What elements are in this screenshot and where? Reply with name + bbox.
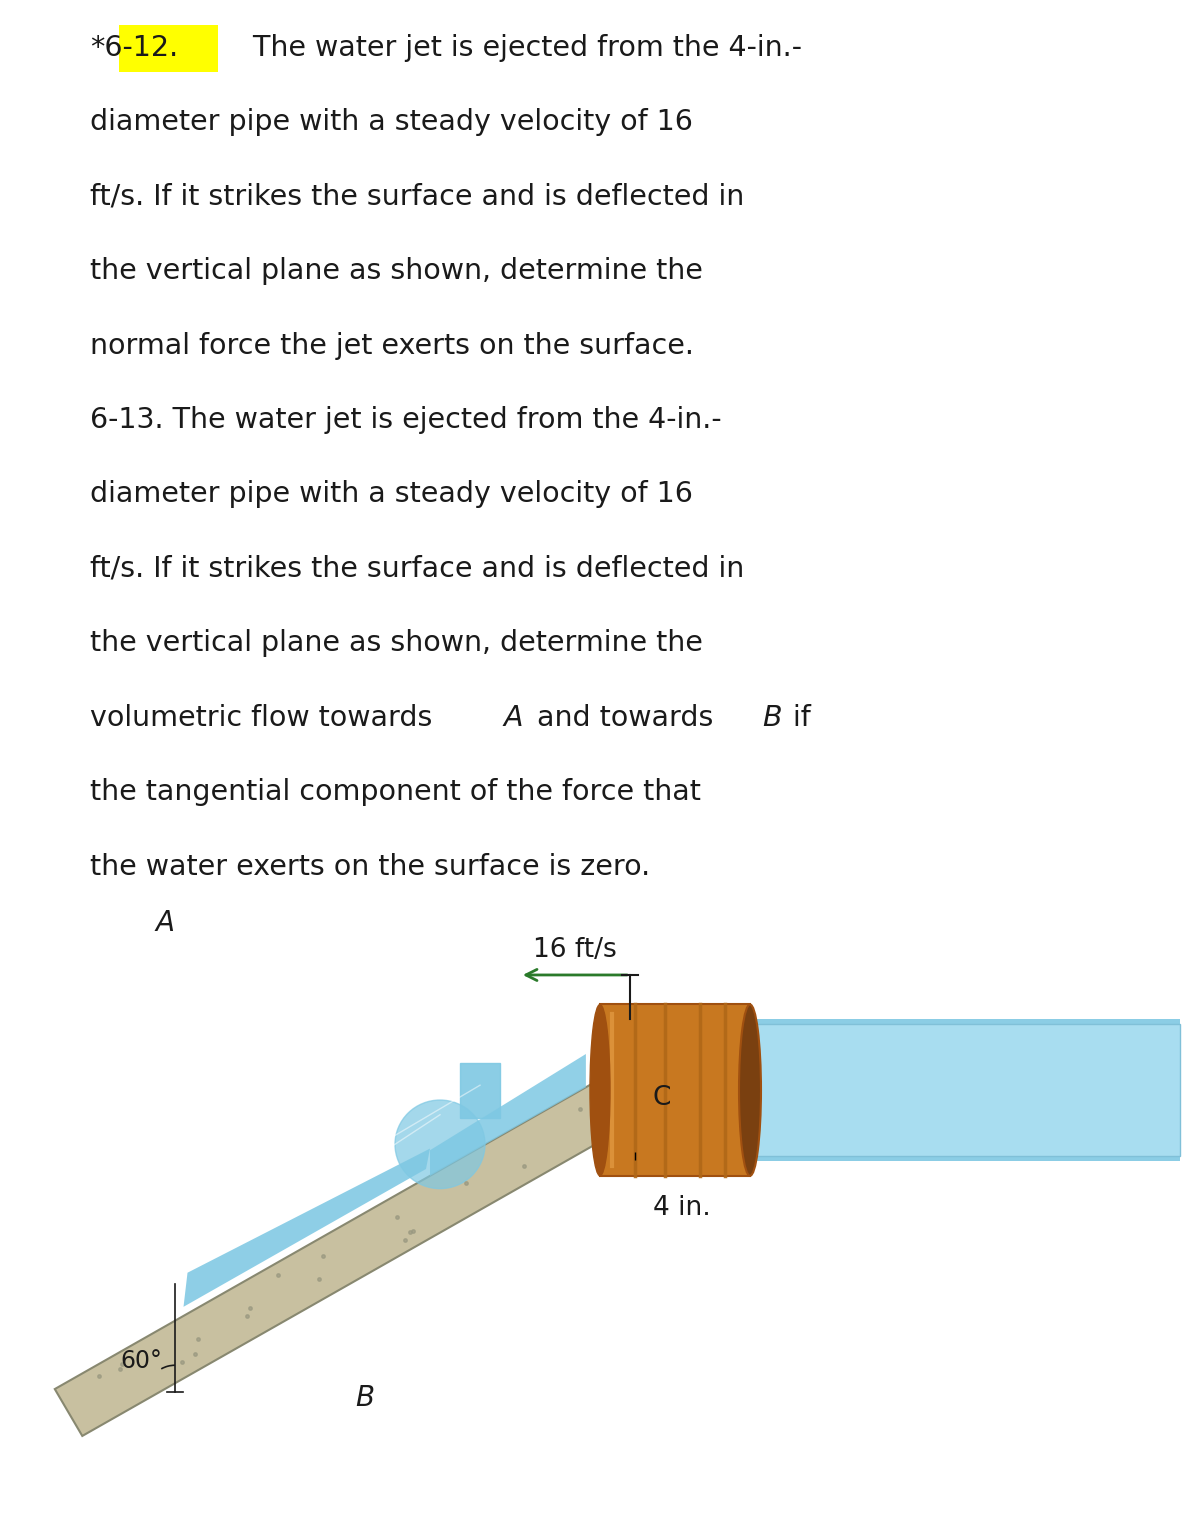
Bar	[600, 1004, 750, 1175]
Bar	[660, 1020, 1180, 1161]
Bar	[119, 25, 218, 72]
Text: normal force the jet exerts on the surface.: normal force the jet exerts on the surfa…	[90, 332, 694, 360]
Ellipse shape	[590, 1004, 610, 1175]
Text: ft/s. If it strikes the surface and is deflected in: ft/s. If it strikes the surface and is d…	[90, 555, 744, 583]
Ellipse shape	[739, 1004, 761, 1175]
Text: 60°: 60°	[120, 1349, 162, 1373]
Text: C: C	[653, 1084, 671, 1110]
Text: the tangential component of the force that: the tangential component of the force th…	[90, 778, 701, 806]
Polygon shape	[184, 1149, 430, 1307]
Text: diameter pipe with a steady velocity of 16: diameter pipe with a steady velocity of …	[90, 480, 692, 509]
Circle shape	[395, 1100, 485, 1189]
Text: the vertical plane as shown, determine the: the vertical plane as shown, determine t…	[90, 629, 703, 657]
Text: A: A	[504, 704, 523, 732]
Text: A: A	[155, 909, 174, 937]
Text: diameter pipe with a steady velocity of 16: diameter pipe with a steady velocity of …	[90, 108, 692, 137]
Text: 16 ft/s: 16 ft/s	[533, 937, 617, 963]
Polygon shape	[460, 1063, 500, 1118]
Text: volumetric flow towards: volumetric flow towards	[90, 704, 442, 732]
Text: the water exerts on the surface is zero.: the water exerts on the surface is zero.	[90, 852, 650, 881]
Text: the vertical plane as shown, determine the: the vertical plane as shown, determine t…	[90, 257, 703, 285]
Polygon shape	[55, 1069, 646, 1436]
Text: 4 in.: 4 in.	[653, 1195, 710, 1221]
Bar	[750, 1024, 1180, 1157]
Text: The water jet is ejected from the 4-in.-: The water jet is ejected from the 4-in.-	[244, 34, 802, 62]
Polygon shape	[430, 1054, 586, 1177]
Text: and towards: and towards	[528, 704, 722, 732]
Text: *6-12.: *6-12.	[90, 34, 179, 62]
Text: if: if	[784, 704, 810, 732]
Text: ft/s. If it strikes the surface and is deflected in: ft/s. If it strikes the surface and is d…	[90, 183, 744, 211]
Text: B: B	[355, 1384, 374, 1412]
Text: 6-13. The water jet is ejected from the 4-in.-: 6-13. The water jet is ejected from the …	[90, 406, 721, 434]
Text: B: B	[762, 704, 781, 732]
